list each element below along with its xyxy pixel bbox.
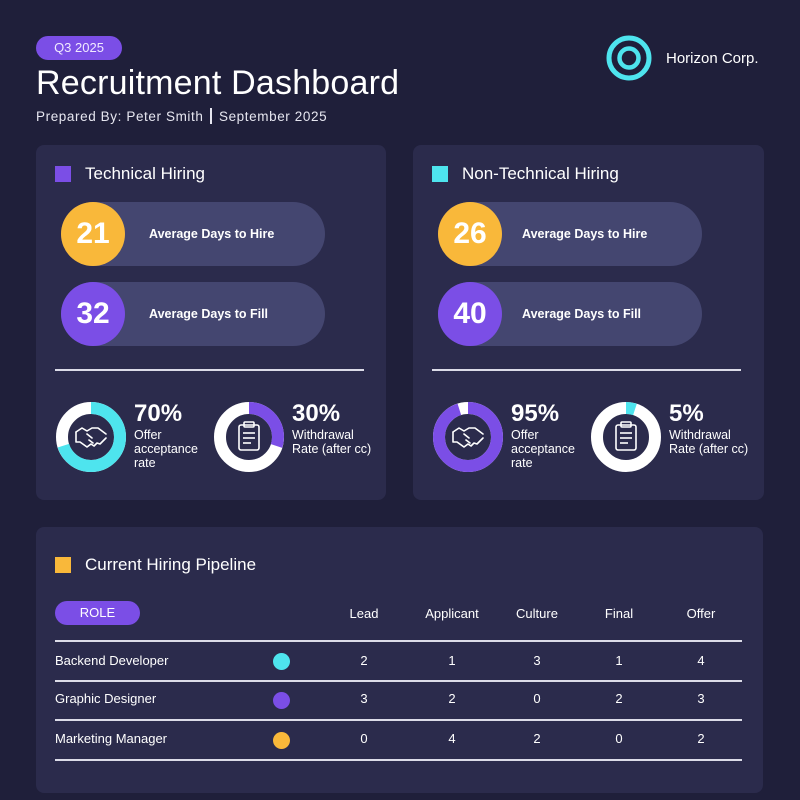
- nontech-withdraw-label: Withdrawal Rate (after cc): [669, 428, 749, 456]
- subtitle-divider: [210, 108, 212, 124]
- table-cell: 0: [615, 731, 623, 746]
- report-date: September 2025: [218, 108, 328, 124]
- tech-days-to-hire: 21 Average Days to Hire: [61, 202, 325, 266]
- table-cell: 4: [697, 653, 705, 668]
- tech-days-to-hire-label: Average Days to Hire: [149, 227, 275, 241]
- tech-days-to-fill-label: Average Days to Fill: [149, 307, 269, 321]
- nontech-days-to-fill-value: 40: [438, 282, 502, 346]
- table-cell: 3: [360, 691, 368, 706]
- technical-hiring-title: Technical Hiring: [85, 164, 205, 183]
- hiring-pipeline-card: Current Hiring Pipeline ROLE Lead Applic…: [36, 527, 763, 793]
- clipboard-icon: [238, 421, 260, 451]
- company-brand: Horizon Corp.: [606, 35, 759, 81]
- column-header-lead: Lead: [349, 606, 379, 621]
- table-row-role: Marketing Manager: [55, 731, 167, 746]
- pipeline-title: Current Hiring Pipeline: [85, 555, 257, 574]
- table-cell: 2: [615, 691, 623, 706]
- tech-offer-label: Offer acceptance rate: [134, 428, 198, 470]
- non-technical-divider: [432, 369, 741, 371]
- table-cell: 3: [533, 653, 541, 668]
- table-cell: 2: [448, 691, 456, 706]
- tech-withdraw-stat: 30% Withdrawal Rate (after cc): [212, 400, 372, 474]
- table-row-divider: [55, 680, 742, 682]
- nontech-offer-percent: 95%: [511, 400, 560, 427]
- company-name: Horizon Corp.: [666, 49, 759, 67]
- nontech-offer-arc: [433, 402, 503, 472]
- tech-offer-donut: [56, 402, 126, 472]
- nontech-days-to-hire-value: 26: [438, 202, 502, 266]
- table-cell: 0: [360, 731, 368, 746]
- tech-withdraw-percent: 30%: [292, 400, 341, 427]
- tech-withdraw-label: Withdrawal Rate (after cc): [292, 428, 372, 456]
- column-header-offer: Offer: [686, 606, 716, 621]
- table-cell: 4: [448, 731, 456, 746]
- table-row-role: Backend Developer: [55, 653, 169, 668]
- tech-withdraw-arc: [214, 402, 284, 472]
- nontech-offer-label: Offer acceptance rate: [511, 428, 575, 470]
- column-header-final: Final: [604, 606, 634, 621]
- company-logo-icon: [606, 35, 652, 81]
- nontech-days-to-fill-label: Average Days to Fill: [522, 307, 642, 321]
- tech-days-to-fill: 32 Average Days to Fill: [61, 282, 325, 346]
- nontech-withdraw-percent: 5%: [669, 400, 704, 427]
- nontech-days-to-hire-label: Average Days to Hire: [522, 227, 648, 241]
- page-subtitle: Prepared By: Peter Smith September 2025: [36, 108, 327, 124]
- table-cell: 0: [533, 691, 541, 706]
- tech-offer-percent: 70%: [134, 400, 183, 427]
- nontech-days-to-hire: 26 Average Days to Hire: [438, 202, 702, 266]
- role-dot-purple: [273, 692, 290, 709]
- table-cell: 2: [697, 731, 705, 746]
- clipboard-icon: [615, 421, 637, 451]
- technical-divider: [55, 369, 364, 371]
- table-cell: 1: [615, 653, 623, 668]
- column-header-applicant: Applicant: [425, 606, 479, 621]
- pipeline-legend-square: [55, 557, 71, 573]
- nontech-withdraw-arc: [591, 402, 661, 472]
- role-dot-yellow: [273, 732, 290, 749]
- handshake-icon: [75, 427, 107, 448]
- technical-hiring-card: Technical Hiring 21 Average Days to Hire…: [36, 145, 386, 500]
- non-technical-hiring-card: Non-Technical Hiring 26 Average Days to …: [413, 145, 764, 500]
- nontech-withdraw-stat: 5% Withdrawal Rate (after cc): [589, 400, 749, 474]
- nontech-offer-stat: 95% Offer acceptance rate: [431, 400, 591, 474]
- table-row-divider: [55, 759, 742, 761]
- nontech-withdraw-donut: [591, 402, 661, 472]
- tech-offer-stat: 70% Offer acceptance rate: [54, 400, 214, 474]
- role-dot-cyan: [273, 653, 290, 670]
- non-technical-legend-square: [432, 166, 448, 182]
- tech-offer-arc: [56, 402, 126, 472]
- table-cell: 2: [533, 731, 541, 746]
- tech-days-to-hire-value: 21: [61, 202, 125, 266]
- quarter-badge: Q3 2025: [36, 36, 122, 60]
- non-technical-hiring-title: Non-Technical Hiring: [462, 164, 619, 183]
- table-cell: 3: [697, 691, 705, 706]
- tech-withdraw-donut: [214, 402, 284, 472]
- prepared-by: Prepared By: Peter Smith: [36, 108, 204, 124]
- technical-legend-square: [55, 166, 71, 182]
- table-row-divider: [55, 719, 742, 721]
- column-header-culture: Culture: [516, 606, 558, 621]
- handshake-icon: [452, 427, 484, 448]
- technical-hiring-header: Technical Hiring: [55, 164, 205, 184]
- nontech-offer-donut: [433, 402, 503, 472]
- tech-days-to-fill-value: 32: [61, 282, 125, 346]
- pipeline-header: Current Hiring Pipeline: [55, 555, 256, 575]
- table-row-role: Graphic Designer: [55, 691, 157, 706]
- role-column-header: ROLE: [55, 601, 140, 625]
- page-title: Recruitment Dashboard: [36, 64, 400, 102]
- non-technical-hiring-header: Non-Technical Hiring: [432, 164, 619, 184]
- table-header-divider: [55, 640, 742, 642]
- nontech-days-to-fill: 40 Average Days to Fill: [438, 282, 702, 346]
- table-cell: 1: [448, 653, 456, 668]
- table-cell: 2: [360, 653, 368, 668]
